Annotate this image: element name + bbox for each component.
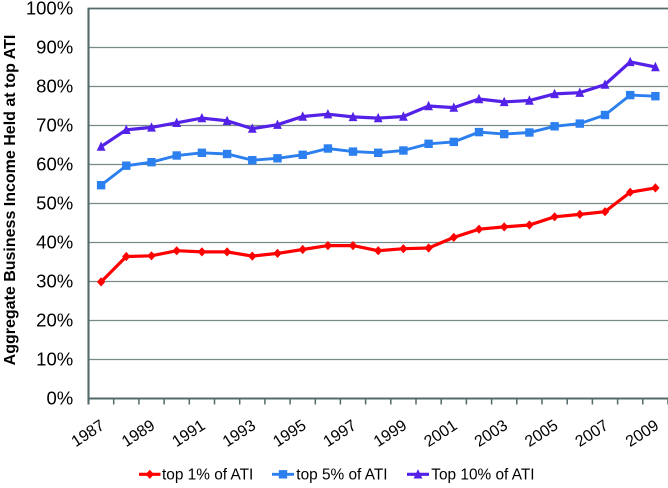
svg-text:20%: 20% bbox=[36, 309, 73, 330]
svg-text:top 1% of ATI: top 1% of ATI bbox=[162, 466, 253, 483]
svg-text:40%: 40% bbox=[36, 231, 73, 252]
svg-text:70%: 70% bbox=[36, 114, 73, 135]
svg-text:10%: 10% bbox=[36, 348, 73, 369]
svg-text:Aggregate Business Income Held: Aggregate Business Income Held at top AT… bbox=[2, 35, 19, 366]
svg-text:top 5% of ATI: top 5% of ATI bbox=[296, 466, 387, 483]
svg-text:60%: 60% bbox=[36, 153, 73, 174]
svg-text:100%: 100% bbox=[26, 0, 73, 18]
svg-text:Top 10% of ATI: Top 10% of ATI bbox=[431, 466, 534, 483]
svg-text:80%: 80% bbox=[36, 75, 73, 96]
svg-text:30%: 30% bbox=[36, 270, 73, 291]
svg-text:90%: 90% bbox=[36, 36, 73, 57]
svg-text:50%: 50% bbox=[36, 192, 73, 213]
svg-text:0%: 0% bbox=[46, 387, 73, 408]
